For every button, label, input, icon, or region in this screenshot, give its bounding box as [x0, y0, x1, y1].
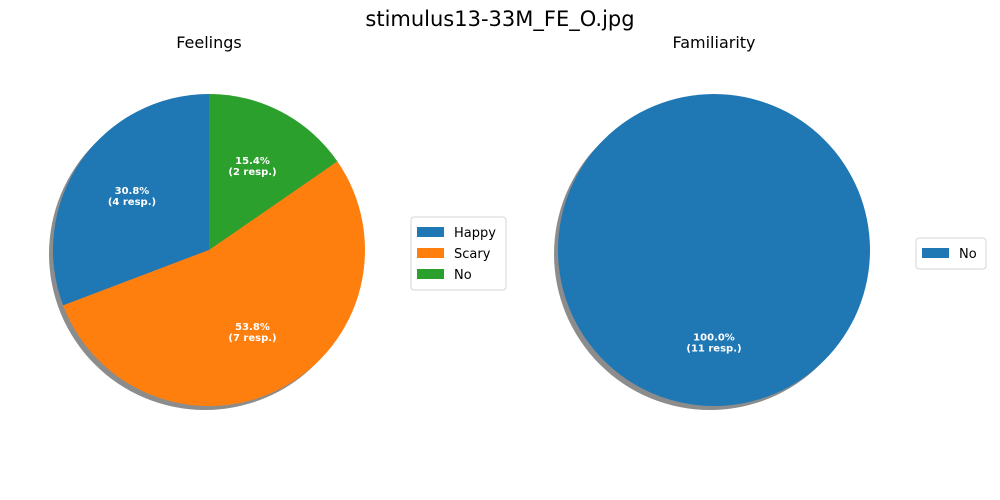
slice-label-feelings-no: 15.4% (2 resp.)	[228, 156, 276, 178]
pie-slice-feelings-scary	[63, 161, 366, 406]
pie-feelings: 30.8% (4 resp.) 53.8% (7 resp.) 15.4% (2 resp…	[49, 94, 366, 410]
slice-label-familiarity-no: 100.0% (11 resp.)	[686, 333, 741, 355]
chart-feelings: Feelings 30.8% (4 resp.) 53.8% (7 resp.) 15.…	[49, 33, 507, 410]
pie-slice-familiarity-no	[558, 94, 870, 406]
chart-familiarity: Familiarity 100.0% (11 resp.) No	[554, 33, 987, 410]
legend-label-familiarity-no: No	[959, 247, 977, 262]
pie-slice-feelings-happy	[53, 94, 209, 306]
legend-familiarity: No	[915, 237, 987, 270]
legend-swatch-familiarity-no	[922, 248, 949, 258]
slice-label-feelings-scary: 53.8% (7 resp.)	[228, 322, 276, 344]
legend-label-feelings-scary: Scary	[454, 247, 491, 262]
figure-title: stimulus13-33M_FE_O.jpg	[365, 7, 634, 32]
pie-familiarity: 100.0% (11 resp.)	[554, 94, 870, 410]
legend-label-feelings-no: No	[454, 268, 472, 283]
chart-title-feelings: Feelings	[176, 33, 242, 52]
legend-swatch-feelings-scary	[417, 248, 444, 258]
pie-slice-feelings-no	[209, 94, 338, 250]
legend-feelings: Happy Scary No	[410, 216, 507, 291]
legend-swatch-feelings-no	[417, 269, 444, 279]
chart-title-familiarity: Familiarity	[672, 33, 755, 52]
legend-swatch-feelings-happy	[417, 227, 444, 237]
legend-frame-familiarity	[915, 237, 987, 270]
slice-label-feelings-happy: 30.8% (4 resp.)	[108, 186, 156, 208]
legend-label-feelings-happy: Happy	[454, 226, 496, 241]
